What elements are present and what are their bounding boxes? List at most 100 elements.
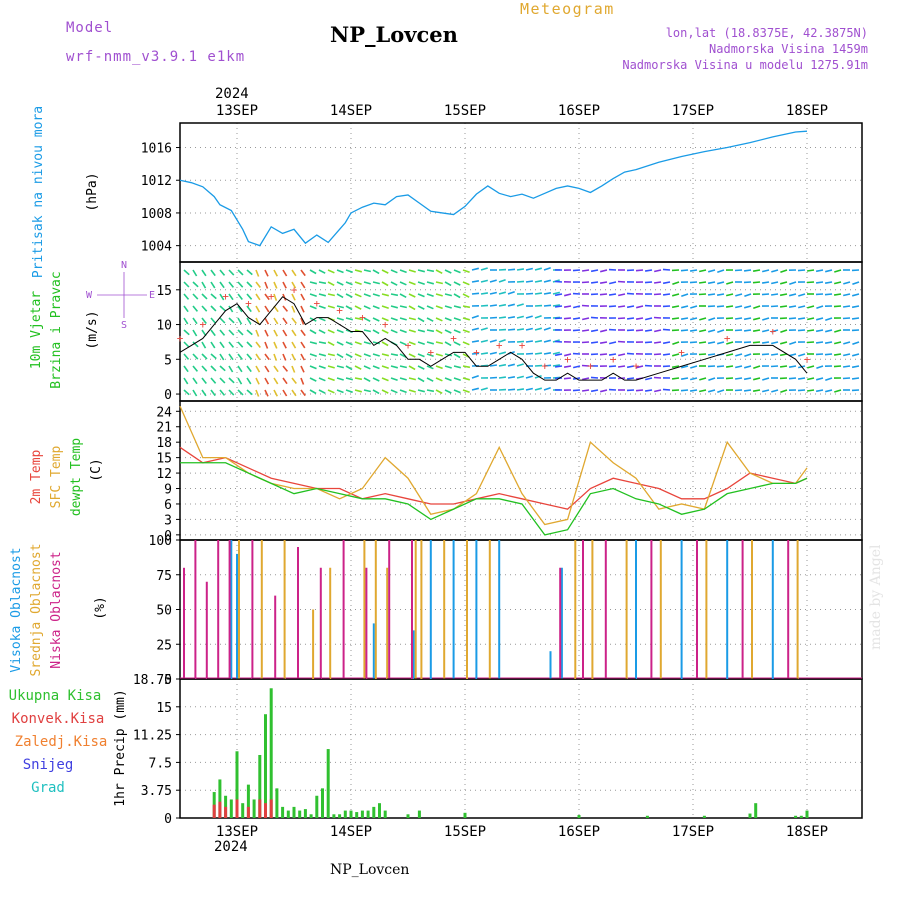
wind-arrow — [408, 389, 416, 393]
wind-arrow — [462, 293, 470, 298]
wind-arrow — [779, 305, 788, 308]
wind-arrow — [626, 352, 635, 355]
wind-arrow — [219, 389, 226, 396]
wind-arrow — [717, 329, 725, 333]
wind-arrow — [644, 389, 653, 392]
wind-arrow — [708, 317, 716, 322]
wind-arrow — [282, 389, 288, 397]
wind-arrow — [489, 364, 498, 367]
wind-arrow — [363, 329, 371, 333]
wind-arrow — [354, 317, 363, 321]
wind-arrow — [399, 377, 407, 381]
x-tick-bottom: 14SEP — [330, 824, 372, 840]
wind-arrow — [435, 281, 443, 285]
wind-arrow — [246, 305, 252, 313]
x-tick-top: 17SEP — [672, 103, 714, 119]
wind-arrow — [453, 329, 461, 334]
precip-total-bar — [264, 714, 267, 818]
wind-arrow — [716, 365, 725, 368]
model-elevation-label: Nadmorska Visina u modelu 1275.91m — [622, 58, 868, 72]
wind-arrow — [717, 341, 725, 345]
wind-arrow — [734, 317, 743, 320]
wind-arrow — [761, 341, 770, 344]
x-tick-top: 16SEP — [558, 103, 600, 119]
x-tick-bottom: 13SEP — [216, 824, 258, 840]
wind-arrow — [498, 363, 507, 367]
wind-arrow — [291, 305, 296, 313]
t2m-line — [179, 446, 808, 510]
wind-arrow — [399, 269, 407, 274]
wind-arrow — [390, 281, 398, 286]
wind-arrow — [309, 269, 317, 275]
wind-arrow — [309, 389, 317, 395]
wind-arrow — [626, 365, 635, 369]
wind-arrow — [345, 353, 353, 358]
wind-arrow — [824, 281, 833, 284]
wind-arrow — [372, 341, 380, 345]
wind-arrow — [681, 365, 689, 369]
wind-arrow — [825, 269, 833, 273]
wind-arrow — [408, 377, 416, 381]
precip-total-bar — [292, 806, 296, 818]
wind-arrow — [516, 340, 525, 343]
wind-arrow — [471, 387, 479, 391]
wind-arrow — [354, 281, 362, 286]
wind-arrow — [336, 341, 344, 346]
wind-arrow — [534, 327, 543, 331]
wind-arrow — [717, 389, 725, 393]
wind-arrow — [824, 293, 833, 296]
precip-total-bar — [754, 803, 758, 818]
precip-total-bar — [269, 688, 273, 818]
wind-arrow — [381, 293, 389, 297]
wind-arrow — [246, 377, 252, 385]
wind-arrows-group — [183, 267, 860, 397]
wind-arrow — [372, 353, 380, 357]
wind-arrow — [590, 316, 599, 319]
wind-arrow — [183, 341, 190, 348]
wind-arrow — [264, 305, 270, 313]
wind-arrow — [336, 293, 344, 299]
wind-arrow — [489, 291, 497, 295]
wind-arrow — [372, 305, 380, 310]
wind-arrow — [273, 341, 278, 349]
wind-arrow — [318, 329, 326, 334]
wind-arrow — [210, 389, 216, 397]
y-tick-label: 7.5 — [149, 756, 172, 771]
wind-arrow — [408, 329, 416, 333]
wind-arrow — [327, 305, 335, 309]
wind-arrow — [516, 315, 524, 319]
y-tick-label: 21 — [156, 421, 172, 436]
wind-arrow — [480, 327, 488, 331]
wind-arrow — [581, 389, 590, 392]
wind-arrow — [525, 387, 533, 391]
wind-arrow — [851, 365, 860, 369]
wind-arrow — [327, 281, 335, 287]
wind-arrow — [498, 376, 507, 379]
wind-arrow — [219, 353, 225, 361]
precip-total-bar — [577, 815, 581, 818]
wind-arrow — [806, 269, 815, 272]
wind-arrow — [525, 292, 534, 295]
wind-arrow — [645, 317, 653, 321]
temp-label-sfc: SFC Temp — [49, 446, 64, 509]
wind-arrow — [753, 317, 761, 321]
wind-arrow — [534, 314, 542, 319]
precip-conv-bar — [258, 799, 262, 818]
wind-arrow — [426, 293, 434, 298]
wind-arrow — [372, 329, 380, 335]
wind-arrow — [726, 341, 734, 345]
wind-gust-mark: + — [382, 318, 389, 331]
wind-arrow — [689, 329, 698, 332]
wind-arrow — [734, 269, 743, 272]
wind-arrow — [771, 329, 779, 333]
wind-arrow — [608, 365, 617, 368]
wind-arrow — [381, 377, 389, 382]
wind-arrow — [590, 329, 599, 333]
wind-arrow — [770, 353, 779, 356]
wind-arrow — [237, 281, 244, 288]
wind-arrow — [543, 364, 552, 367]
x-tick-bottom: 17SEP — [672, 824, 714, 840]
wind-arrow — [300, 305, 305, 313]
wind-arrow — [318, 317, 326, 322]
